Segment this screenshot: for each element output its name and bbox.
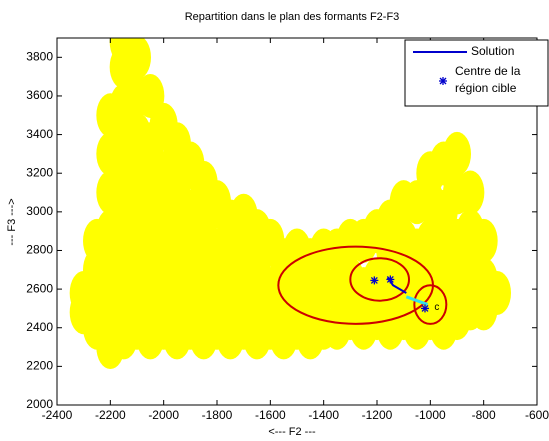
- plot-area: c: [69, 38, 511, 370]
- data-point: [443, 131, 471, 176]
- y-tick-label: 3600: [26, 88, 53, 102]
- legend-label: Centre de la région cible: [455, 64, 521, 95]
- y-tick-label: 2400: [26, 320, 53, 334]
- star-stroke: [439, 77, 447, 85]
- axes-box: [56, 37, 538, 406]
- star-stroke: [421, 304, 429, 312]
- x-tick-label: -1000: [415, 408, 446, 422]
- x-axis-label: <--- F2 ---: [268, 426, 316, 438]
- y-tick-label: 2200: [26, 359, 53, 373]
- centre-marker: [421, 304, 429, 313]
- x-tick-label: -1600: [255, 408, 286, 422]
- annotation: c: [434, 302, 439, 313]
- x-tick-label: -1800: [202, 408, 233, 422]
- x-tick-label: -1200: [362, 408, 393, 422]
- y-tick-label: 2800: [26, 243, 53, 257]
- star-stroke: [370, 276, 378, 284]
- y-tick-label: 2000: [26, 397, 53, 411]
- data-point: [483, 270, 511, 315]
- x-tick-label: -1400: [308, 408, 339, 422]
- region-ellipse: [349, 257, 410, 302]
- region-ellipse: [413, 284, 448, 325]
- y-tick-label: 2600: [26, 281, 53, 295]
- y-axis-label: --- F3 --->: [6, 198, 18, 245]
- x-tick-label: -800: [472, 408, 496, 422]
- star-stroke: [386, 275, 394, 283]
- y-tick-label: 3200: [26, 165, 53, 179]
- x-tick-label: -600: [525, 408, 549, 422]
- chart-title: Repartition dans le plan des formants F2…: [185, 11, 400, 23]
- x-tick-label: -2400: [42, 408, 73, 422]
- data-point: [469, 218, 498, 263]
- centre-marker: [439, 77, 447, 85]
- x-tick-label: -2200: [95, 408, 126, 422]
- trajectory-line: [405, 295, 429, 306]
- y-tick-label: 3000: [26, 204, 53, 218]
- x-tick-label: -2000: [148, 408, 179, 422]
- y-tick-label: 3800: [26, 49, 53, 63]
- data-point: [456, 170, 485, 215]
- y-tick-label: 3400: [26, 127, 53, 141]
- legend-label: Solution: [471, 44, 514, 58]
- data-point: [123, 38, 151, 80]
- centre-marker: [386, 275, 395, 284]
- centre-marker: [370, 276, 379, 285]
